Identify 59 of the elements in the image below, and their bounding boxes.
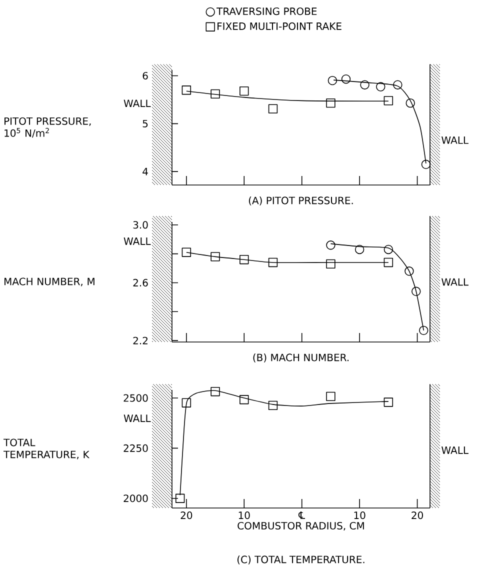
point bbox=[326, 98, 336, 108]
point bbox=[404, 266, 414, 276]
point bbox=[268, 104, 278, 114]
point bbox=[419, 326, 428, 336]
point bbox=[328, 76, 338, 86]
y-tick-label: 2500 bbox=[124, 394, 148, 402]
point bbox=[326, 259, 336, 269]
y-tick-label: 5 bbox=[142, 120, 148, 128]
text: WALL bbox=[124, 414, 151, 422]
point bbox=[393, 80, 402, 90]
text: (C) TOTAL TEMPERATURE. bbox=[237, 556, 364, 564]
y-tick-label: 2.2 bbox=[133, 336, 148, 344]
text: WALL bbox=[124, 100, 151, 107]
point bbox=[360, 80, 370, 90]
point bbox=[341, 74, 351, 84]
y-tick-label: 6 bbox=[142, 72, 148, 80]
point bbox=[268, 400, 278, 410]
y-tick-label: 4 bbox=[142, 168, 148, 176]
text: (B) MACH NUMBER. bbox=[253, 354, 349, 362]
y-tick-label: 3.0 bbox=[133, 221, 148, 229]
point bbox=[240, 254, 249, 264]
point bbox=[326, 392, 336, 402]
x-tick-label: 10 bbox=[354, 512, 366, 520]
x-axis-title: COMBUSTOR RADIUS, CM bbox=[238, 522, 364, 531]
x-tick-label: 10 bbox=[238, 512, 250, 520]
point bbox=[376, 82, 386, 92]
point bbox=[240, 395, 249, 404]
point bbox=[210, 89, 220, 99]
x-tick-label: 20 bbox=[180, 512, 192, 520]
point bbox=[182, 248, 192, 257]
point bbox=[326, 240, 336, 250]
x-tick-label: 20 bbox=[412, 512, 423, 520]
point bbox=[210, 387, 220, 396]
point bbox=[406, 98, 415, 108]
text: WALL bbox=[442, 278, 468, 286]
y-axis-title: MACH NUMBER, M bbox=[4, 278, 94, 286]
y-tick-label: 2250 bbox=[124, 444, 148, 452]
y-axis-title: TOTAL TEMPERATURE, K bbox=[4, 438, 90, 460]
text: WALL bbox=[442, 446, 468, 454]
point bbox=[384, 398, 394, 407]
x-tick-label: ℄ bbox=[298, 512, 306, 519]
y-tick-label: 2000 bbox=[124, 494, 148, 502]
y-tick-label: 2.6 bbox=[133, 278, 148, 287]
legend-label: TRAVERSING PROBE bbox=[216, 7, 317, 16]
point bbox=[384, 96, 394, 106]
y-axis-title: PITOT PRESSURE, 10$^{5}$ N/m$^{2}$ bbox=[4, 117, 91, 138]
legend-label: FIXED MULTI-POINT RAKE bbox=[218, 22, 342, 30]
text: WALL bbox=[442, 136, 468, 144]
point bbox=[354, 244, 364, 254]
point bbox=[412, 286, 421, 296]
text: WALL bbox=[124, 238, 151, 245]
point bbox=[384, 258, 394, 268]
point bbox=[182, 86, 192, 95]
point bbox=[210, 252, 220, 262]
point bbox=[182, 398, 192, 408]
point bbox=[268, 258, 278, 268]
point bbox=[240, 86, 249, 96]
point bbox=[384, 244, 394, 254]
text: (A) PITOT PRESSURE. bbox=[248, 196, 353, 206]
